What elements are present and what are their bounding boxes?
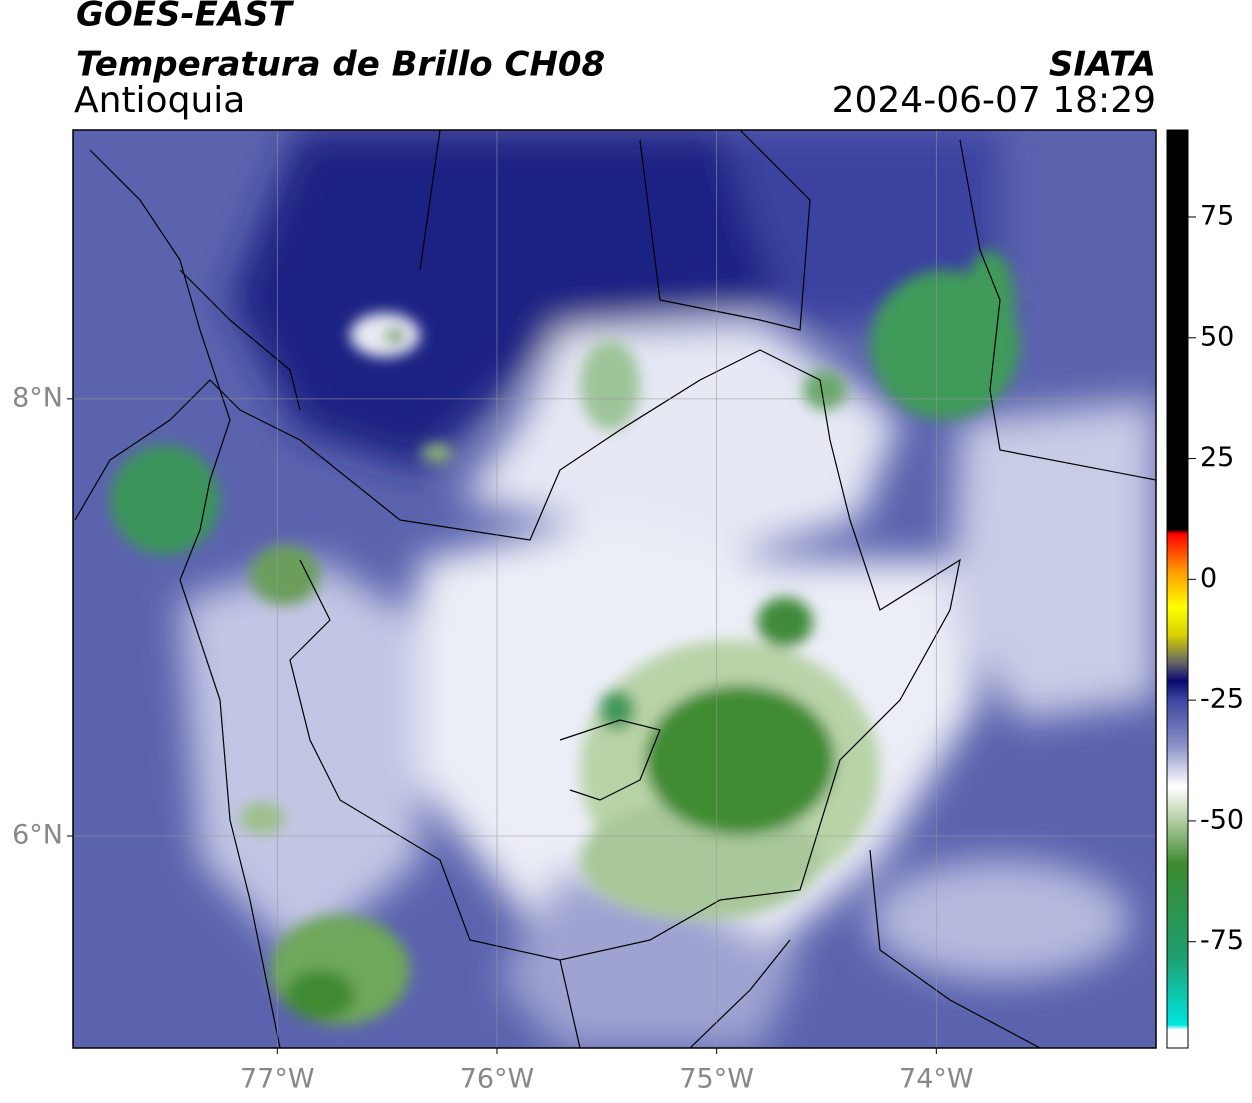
colorbar-tick-label: 0 — [1200, 563, 1217, 594]
product-title: Temperatura de Brillo CH08 — [76, 45, 605, 85]
colorbar-tick-label: 25 — [1200, 442, 1234, 473]
y-tick-label: 6°N — [12, 819, 63, 850]
x-tick-label: 75°W — [679, 1064, 754, 1095]
datetime: 2024-06-07 18:29 — [832, 80, 1156, 121]
x-tick-label: 76°W — [460, 1064, 535, 1095]
x-tick-label: 74°W — [899, 1064, 974, 1095]
colorbar-tick-label: -75 — [1200, 925, 1244, 956]
org-title: SIATA — [1049, 45, 1156, 85]
region-title: Antioquia — [74, 80, 245, 121]
graticule — [73, 130, 1156, 1048]
y-tick-label: 8°N — [12, 382, 63, 413]
map-frame — [72, 129, 1157, 1049]
source-title: GOES-EAST — [76, 0, 295, 35]
colorbar-tick-label: 50 — [1200, 321, 1234, 352]
colorbar — [1166, 129, 1189, 1049]
colorbar-tick-label: -25 — [1200, 684, 1244, 715]
x-tick-label: 77°W — [240, 1064, 315, 1095]
colorbar-tick-label: -50 — [1200, 804, 1244, 835]
colorbar-tick-label: 75 — [1200, 200, 1234, 231]
satellite-image — [73, 130, 1156, 1048]
